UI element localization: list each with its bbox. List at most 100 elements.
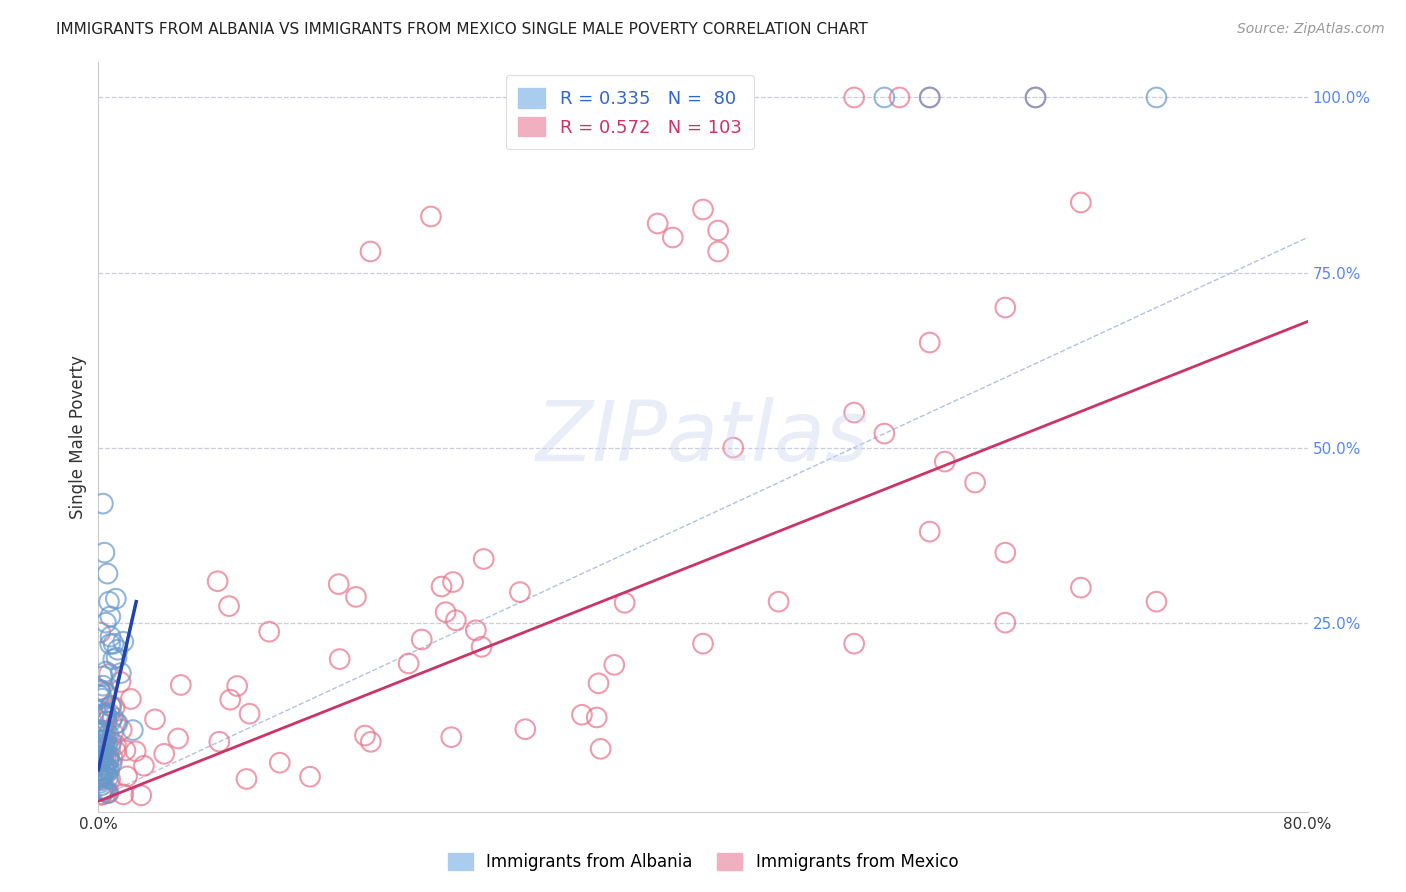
Point: [100, 699, 122, 714]
Point: [218, 599, 240, 613]
Point: [96, 738, 118, 752]
Point: [93, 769, 115, 783]
Point: [1024, 90, 1046, 104]
Point: [844, 637, 866, 651]
Point: [94, 685, 117, 699]
Point: [97, 771, 120, 785]
Point: [269, 756, 291, 770]
Point: [440, 730, 463, 744]
Point: [89, 733, 111, 747]
Point: [114, 743, 136, 757]
Point: [89, 625, 111, 640]
Point: [1070, 581, 1092, 595]
Point: [464, 624, 486, 638]
Point: [90, 773, 112, 788]
Point: [103, 652, 125, 666]
Point: [90, 788, 112, 802]
Point: [167, 731, 190, 746]
Point: [94, 714, 117, 729]
Point: [100, 698, 122, 713]
Point: [571, 707, 593, 722]
Point: [661, 230, 683, 244]
Point: [100, 735, 122, 749]
Point: [96, 714, 118, 729]
Point: [93, 546, 115, 560]
Point: [89, 776, 111, 790]
Point: [94, 665, 117, 679]
Point: [101, 710, 124, 724]
Point: [96, 566, 118, 581]
Point: [87, 763, 110, 777]
Point: [676, 90, 699, 104]
Point: [87, 688, 110, 702]
Point: [354, 729, 377, 743]
Point: [112, 788, 135, 802]
Point: [97, 785, 120, 799]
Point: [768, 594, 790, 608]
Point: [90, 771, 112, 785]
Point: [98, 667, 121, 681]
Point: [89, 682, 111, 697]
Point: [104, 744, 127, 758]
Point: [153, 747, 176, 761]
Point: [89, 753, 111, 767]
Point: [873, 90, 896, 104]
Point: [472, 552, 495, 566]
Point: [94, 731, 117, 746]
Point: [90, 741, 112, 756]
Text: Source: ZipAtlas.com: Source: ZipAtlas.com: [1237, 22, 1385, 37]
Point: [103, 637, 125, 651]
Point: [207, 574, 229, 589]
Point: [589, 742, 612, 756]
Point: [94, 782, 117, 797]
Point: [98, 772, 121, 786]
Point: [91, 691, 114, 706]
Point: [994, 615, 1017, 630]
Point: [94, 615, 117, 630]
Point: [104, 716, 127, 731]
Point: [889, 90, 911, 104]
Point: [91, 782, 114, 797]
Point: [1144, 90, 1167, 104]
Point: [104, 738, 127, 752]
Point: [96, 687, 118, 701]
Point: [129, 789, 152, 803]
Point: [588, 676, 610, 690]
Point: [94, 708, 117, 723]
Point: [257, 624, 280, 639]
Point: [515, 722, 537, 736]
Point: [93, 739, 115, 754]
Point: [104, 591, 127, 606]
Point: [112, 634, 135, 648]
Point: [100, 630, 122, 644]
Point: [125, 744, 148, 758]
Point: [918, 524, 941, 539]
Point: [98, 752, 121, 766]
Point: [585, 710, 607, 724]
Point: [444, 613, 467, 627]
Point: [873, 426, 896, 441]
Point: [844, 406, 866, 420]
Point: [98, 706, 121, 721]
Point: [91, 725, 114, 739]
Text: IMMIGRANTS FROM ALBANIA VS IMMIGRANTS FROM MEXICO SINGLE MALE POVERTY CORRELATIO: IMMIGRANTS FROM ALBANIA VS IMMIGRANTS FR…: [56, 22, 868, 37]
Point: [94, 765, 117, 780]
Point: [509, 585, 531, 599]
Point: [87, 758, 110, 772]
Point: [411, 632, 433, 647]
Point: [90, 733, 112, 747]
Point: [98, 594, 121, 608]
Point: [132, 759, 155, 773]
Point: [965, 475, 987, 490]
Point: [110, 675, 132, 690]
Point: [1144, 594, 1167, 608]
Point: [344, 590, 367, 604]
Point: [93, 784, 115, 798]
Point: [299, 770, 322, 784]
Point: [661, 90, 683, 104]
Point: [97, 753, 120, 767]
Point: [91, 497, 114, 511]
Point: [692, 637, 714, 651]
Point: [647, 217, 669, 231]
Point: [89, 762, 111, 776]
